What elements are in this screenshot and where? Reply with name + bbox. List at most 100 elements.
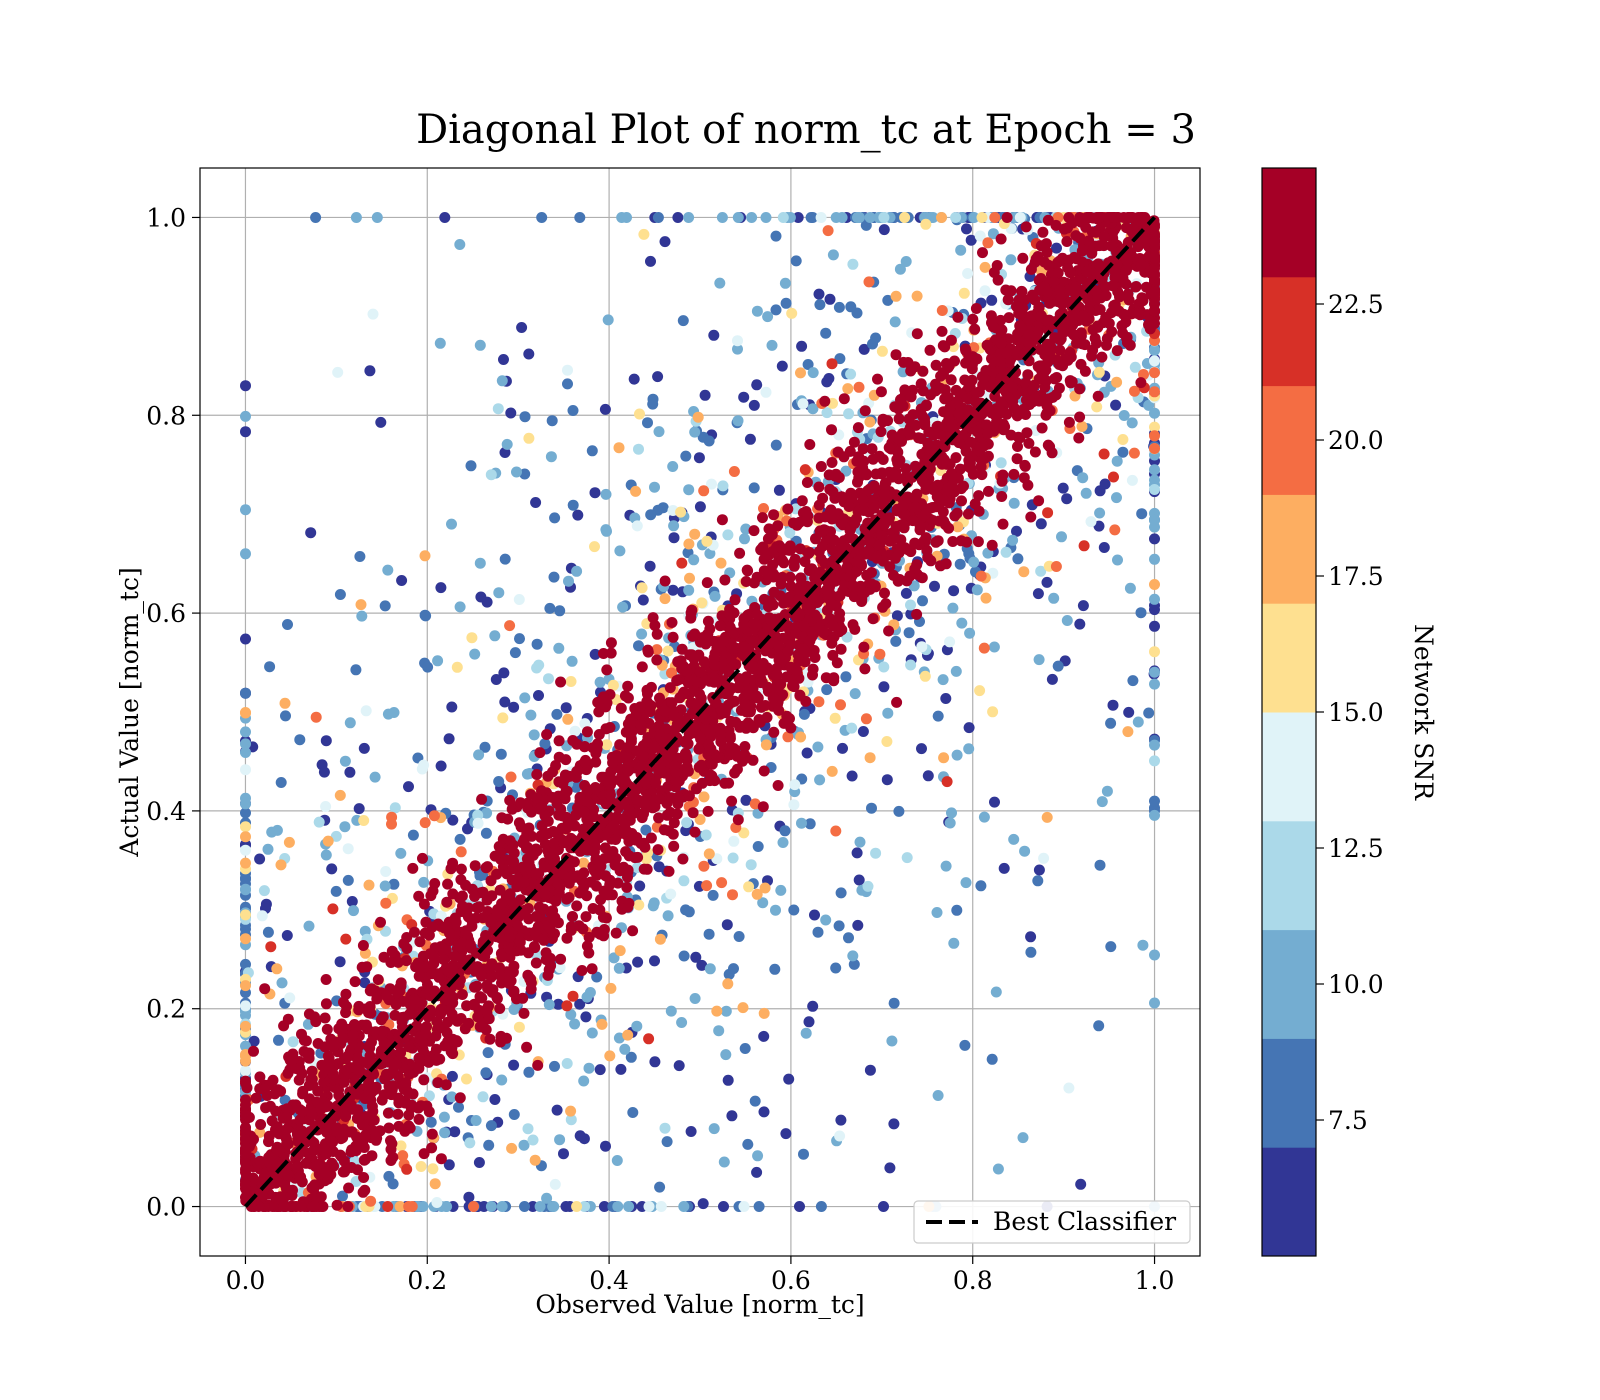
data-point bbox=[878, 681, 890, 693]
data-point bbox=[758, 1106, 770, 1118]
data-point bbox=[321, 1023, 333, 1035]
data-point bbox=[965, 436, 977, 448]
data-point bbox=[936, 212, 947, 223]
data-point bbox=[1040, 238, 1052, 250]
data-point bbox=[637, 594, 649, 606]
data-point bbox=[320, 735, 332, 747]
data-point bbox=[1136, 292, 1148, 304]
data-point bbox=[469, 648, 481, 660]
data-point bbox=[1149, 579, 1160, 590]
data-point bbox=[396, 575, 408, 586]
data-point bbox=[278, 1020, 290, 1032]
data-point bbox=[830, 212, 842, 223]
data-point bbox=[773, 484, 785, 496]
data-point bbox=[1149, 430, 1160, 442]
data-point bbox=[1061, 493, 1073, 505]
data-point bbox=[738, 391, 750, 403]
data-point bbox=[800, 1027, 812, 1039]
data-point bbox=[814, 774, 826, 786]
data-point bbox=[525, 709, 537, 721]
data-point bbox=[864, 416, 876, 428]
data-point bbox=[617, 601, 629, 613]
data-point bbox=[305, 527, 317, 539]
data-point bbox=[726, 1110, 738, 1122]
data-point bbox=[1077, 472, 1089, 484]
data-point bbox=[987, 321, 999, 333]
data-point bbox=[848, 958, 860, 970]
data-point bbox=[716, 877, 728, 889]
data-point bbox=[318, 766, 330, 778]
data-point bbox=[322, 835, 334, 847]
data-point bbox=[418, 1148, 430, 1160]
data-point bbox=[809, 909, 820, 921]
data-point bbox=[1003, 356, 1015, 368]
data-point bbox=[358, 742, 370, 754]
data-point bbox=[435, 760, 447, 772]
data-point bbox=[820, 914, 832, 926]
data-point bbox=[576, 965, 588, 976]
data-point bbox=[673, 1060, 685, 1072]
data-point bbox=[760, 212, 772, 223]
data-point bbox=[1063, 1082, 1075, 1094]
data-point bbox=[389, 802, 401, 814]
data-point bbox=[358, 815, 370, 826]
data-point bbox=[653, 812, 665, 824]
data-point bbox=[397, 995, 409, 1007]
data-point bbox=[670, 775, 682, 787]
data-point bbox=[523, 1066, 535, 1078]
data-point bbox=[971, 426, 983, 438]
data-point bbox=[627, 925, 639, 937]
data-point bbox=[969, 323, 981, 335]
data-point bbox=[651, 654, 663, 666]
data-point bbox=[667, 461, 679, 472]
data-point bbox=[1020, 377, 1032, 389]
data-point bbox=[649, 481, 660, 493]
data-point bbox=[364, 365, 376, 377]
data-point bbox=[800, 695, 812, 707]
data-point bbox=[413, 890, 425, 902]
data-point bbox=[1121, 255, 1133, 267]
data-point bbox=[1008, 833, 1020, 845]
data-point bbox=[968, 556, 980, 568]
data-point bbox=[1008, 497, 1020, 509]
data-point bbox=[1041, 811, 1053, 823]
data-point bbox=[917, 365, 929, 377]
data-point bbox=[339, 821, 351, 833]
data-point bbox=[1078, 540, 1090, 552]
data-point bbox=[1124, 582, 1136, 594]
data-point bbox=[878, 212, 890, 223]
data-point bbox=[602, 314, 614, 326]
data-point bbox=[625, 713, 637, 725]
data-point bbox=[853, 381, 865, 393]
data-point bbox=[1149, 553, 1160, 565]
data-point bbox=[480, 827, 492, 839]
data-point bbox=[711, 1005, 723, 1017]
data-point bbox=[600, 1140, 611, 1152]
data-point bbox=[240, 1020, 251, 1032]
data-point bbox=[678, 1201, 690, 1212]
data-point bbox=[911, 290, 923, 302]
data-point bbox=[866, 802, 877, 814]
data-point bbox=[400, 1077, 412, 1089]
data-point bbox=[607, 679, 619, 691]
data-point bbox=[365, 1195, 377, 1207]
data-point bbox=[472, 817, 484, 829]
data-point bbox=[397, 1150, 409, 1162]
data-point bbox=[600, 488, 612, 500]
data-point bbox=[847, 619, 859, 631]
data-point bbox=[240, 909, 251, 921]
data-point bbox=[330, 1125, 342, 1137]
data-point bbox=[594, 1064, 606, 1076]
data-point bbox=[461, 1073, 472, 1085]
data-point bbox=[1111, 492, 1122, 504]
data-point bbox=[645, 832, 657, 844]
data-point bbox=[287, 1184, 298, 1196]
data-point bbox=[454, 601, 466, 613]
data-point bbox=[1105, 941, 1117, 953]
data-point bbox=[1149, 345, 1160, 356]
data-point bbox=[858, 343, 870, 355]
data-point bbox=[326, 863, 338, 875]
data-point bbox=[533, 659, 545, 671]
data-point bbox=[772, 780, 784, 791]
data-point bbox=[632, 956, 644, 968]
